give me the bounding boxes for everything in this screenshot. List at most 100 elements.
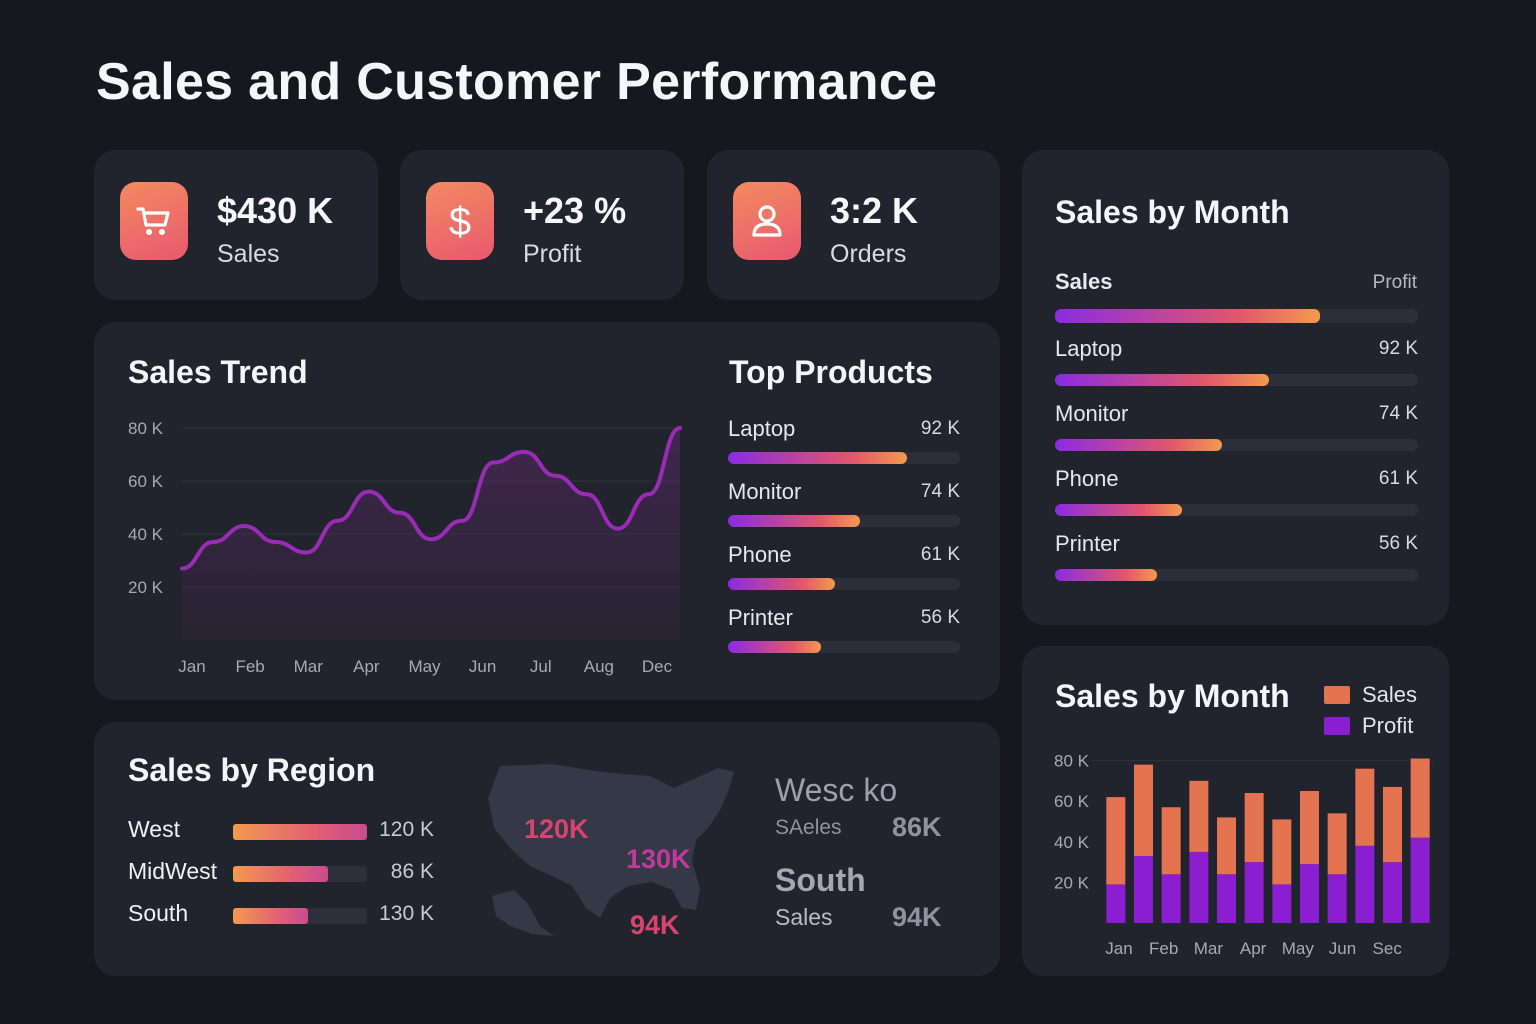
map-value-south: 94K [630,910,680,940]
trend-area [182,428,680,640]
kpi-card-profit[interactable]: $ +23 % Profit [400,150,684,300]
region-bar-fill [233,908,309,924]
bar-track [1055,569,1418,581]
y-tick-label: 20 K [128,578,164,597]
bar-label: Monitor [728,479,802,504]
sales-by-region-title: Sales by Region [128,752,376,788]
y-tick-label: 40 K [128,525,164,544]
sales-trend-chart: 80 K 60 K 40 K 20 K Jan Feb Mar Apr May Jun Jul Aug… [128,419,682,676]
bar-fill [728,641,821,653]
legend-profit-swatch [1324,717,1350,735]
bar-profit [1410,837,1430,923]
bar-profit [1327,874,1347,923]
bar-row-laptop: Laptop 92 K [728,416,960,466]
bar-value: 56 K [920,607,960,628]
bar-sales [1383,786,1402,863]
bar-track [728,641,960,653]
x-tick-label: May [408,657,441,676]
bar-value: 56 K [1378,533,1418,554]
user-icon [733,182,801,260]
x-tick-label: Jun [1329,939,1356,958]
x-tick-label: Feb [235,657,264,676]
kpi-card-sales[interactable]: $430 K Sales [94,150,378,300]
bar-value: 74 K [1378,403,1418,424]
x-tick-label: Mar [294,657,324,676]
sales-by-region-card: Sales by Region West 120 K MidWest 86 K Sout… [94,722,1000,976]
page-title: Sales and Customer Performance [96,53,938,111]
sales-by-month-bars-card: Sales by Month Sales Profit Laptop 92 K Mo… [1022,150,1449,625]
y-tick-label: 60 K [1054,792,1090,811]
region-bar-track [233,866,367,882]
stacked-bar-chart: 80 K 60 K 40 K 20 K Jan Feb Mar Apr May Jun Sec [1054,752,1434,958]
x-tick-label: Jul [530,657,552,676]
trend-line [180,426,682,571]
stacked-title: Sales by Month [1055,678,1290,714]
bar-label: Printer [1055,531,1120,556]
x-tick-label: Aug [584,657,614,676]
region-side-value-1: 86K [892,812,942,842]
bar-header-profit: Profit [1372,272,1417,293]
region-bar-fill [233,866,329,882]
stacked-sales-card: Sales by Month Sales Profit 80 K 60 K 40 K… [1022,646,1449,976]
bar-row-monitor: Monitor 74 K [728,479,960,529]
bar-sales [1134,764,1153,856]
kpi-card-orders[interactable]: 3:2 K Orders [707,150,1000,300]
dollar-icon: $ [426,182,494,260]
region-label-west: West [128,816,180,842]
svg-text:$: $ [449,200,471,243]
kpi-label: Orders [830,240,907,268]
bar-sales [1327,813,1347,875]
bar-track [728,515,960,527]
sales-by-month-title: Sales by Month [1055,194,1290,230]
us-map-alaska [492,890,554,936]
bar-fill [728,578,835,590]
x-tick-label: Feb [1149,939,1178,958]
bar-profit [1106,884,1126,923]
region-label-midwest: MidWest [128,858,218,884]
bar-track-sales [1055,309,1418,323]
bar-value: 92 K [920,418,960,439]
x-tick-label: Dec [642,657,673,676]
legend-profit-label: Profit [1362,713,1414,738]
x-tick-label: Sec [1373,939,1403,958]
bar-row-printer: Printer 56 K [728,605,960,655]
cart-icon [120,182,188,260]
region-value: 120 K [379,818,434,841]
bar-fill [1055,439,1222,451]
bar-value: 74 K [920,481,960,502]
kpi-value: 3:2 K [830,190,919,231]
y-tick-label: 40 K [1054,833,1090,852]
x-tick-label: Apr [353,657,380,676]
x-tick-label: Mar [1194,939,1224,958]
region-side-heading-2: South [775,862,866,898]
legend-sales-label: Sales [1362,682,1418,707]
kpi-value: +23 % [523,190,627,231]
bar-sales [1106,797,1126,885]
legend-sales-swatch [1324,686,1350,704]
bar-label: Phone [1055,466,1119,491]
kpi-label: Sales [217,240,280,268]
bar-row-laptop: Laptop 92 K [1055,336,1418,386]
top-products-title: Top Products [729,354,933,390]
bar-row-phone: Phone 61 K [1055,466,1418,516]
x-tick-label: Apr [1240,939,1267,958]
x-tick-label: Jun [469,657,496,676]
y-tick-label: 60 K [128,472,164,491]
sales-trend-card: Sales Trend 80 K 60 K 40 K 20 K Jan Feb Mar Apr… [94,322,1000,700]
bar-row-printer: Printer 56 K [1055,531,1418,581]
bar-fill [728,515,861,527]
bar-sales [1410,758,1430,838]
bar-profit [1300,864,1319,923]
bar-sales [1189,780,1209,852]
region-value: 130 K [379,902,434,925]
bar-track [728,452,960,464]
bar-row-phone: Phone 61 K [728,542,960,592]
map-value-west: 120K [524,814,589,844]
region-side-label-1: SAeles [775,816,842,839]
bar-track [1055,504,1418,516]
bar-profit [1272,884,1292,923]
map-value-central: 130K [626,844,691,874]
bar-profit [1383,862,1402,923]
kpi-value: $430 K [217,190,334,231]
bar-sales [1272,819,1292,885]
